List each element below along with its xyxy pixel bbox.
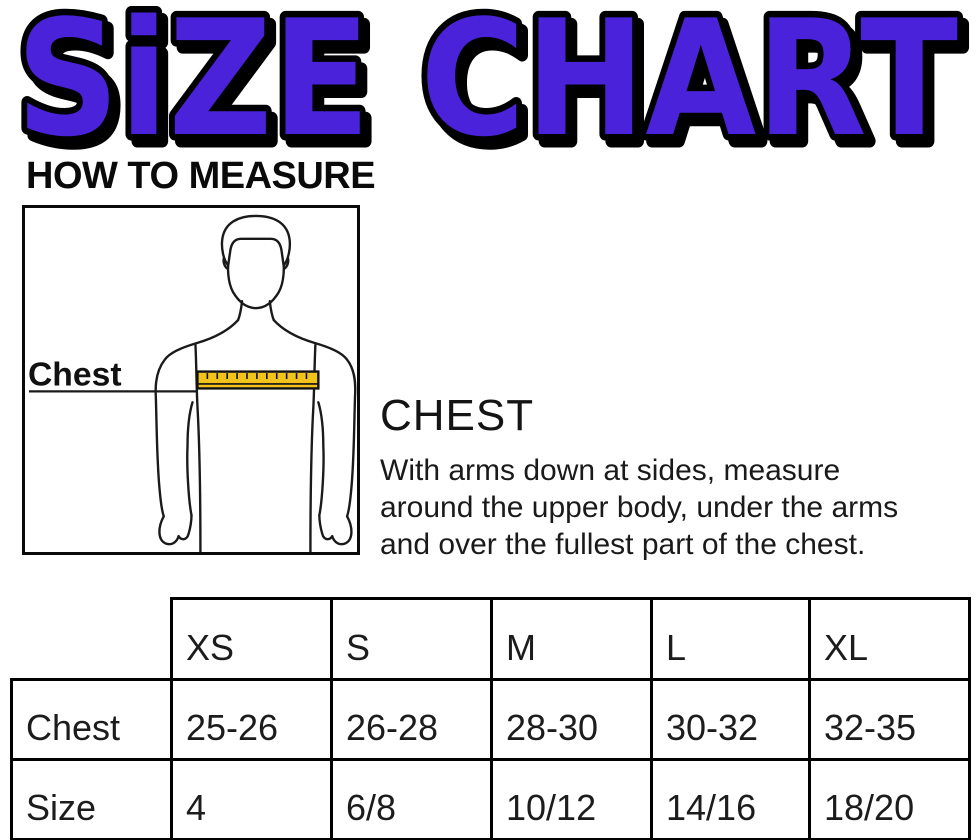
tape-band [196, 370, 320, 390]
size-column-header-xs: XS [170, 597, 333, 681]
size-value-m: 10/12 [490, 758, 653, 840]
row-label-chest: Chest [10, 678, 173, 761]
chest-section-heading: CHEST [380, 391, 535, 440]
how-to-measure-heading: HOW TO MEASURE [26, 155, 376, 197]
body-outline-illustration: Chest [28, 214, 357, 552]
chest-description: With arms down at sides, measure around … [380, 452, 978, 563]
page-title: SiZE CHART SiZE CHART [0, 0, 978, 158]
left-hand-outline [158, 514, 193, 546]
size-value-l: 14/16 [650, 758, 811, 840]
size-value-xl: 18/20 [808, 758, 971, 840]
right-torso-side [309, 343, 317, 552]
right-arm-outline [272, 318, 357, 518]
chest-value-xs: 25-26 [170, 678, 333, 761]
page-title-shadow: SiZE CHART [22, 0, 964, 158]
chest-description-line: around the upper body, under the arms [380, 491, 899, 524]
size-column-header-xl: XL [808, 597, 971, 681]
chest-value-xl: 32-35 [808, 678, 971, 761]
left-arm-outline [154, 318, 240, 518]
face-outline [226, 248, 285, 310]
size-table-corner-cell [12, 599, 172, 680]
size-table: XS S M L XL Chest 25-26 26-28 28-30 30-3… [10, 597, 971, 840]
chest-value-s: 26-28 [330, 678, 493, 761]
body-outline [154, 214, 357, 552]
measurement-figure-box: Chest [22, 205, 360, 555]
size-column-header-l: L [650, 597, 811, 681]
chest-instructions: CHEST With arms down at sides, measure a… [380, 392, 978, 563]
hair-outline [220, 214, 292, 267]
tape-tick-marks [206, 373, 308, 380]
figure-chest-label: Chest [28, 356, 122, 393]
size-column-header-s: S [330, 597, 493, 681]
row-label-size: Size [10, 758, 173, 840]
left-torso-side [194, 343, 202, 552]
title-art: SiZE CHART SiZE CHART [10, 0, 971, 158]
chest-row: Chest 25-26 26-28 28-30 30-32 32-35 [10, 678, 971, 761]
chest-value-m: 28-30 [490, 678, 653, 761]
page-title-text: SiZE CHART [16, 0, 958, 158]
left-inner-arm [186, 401, 194, 517]
size-value-s: 6/8 [330, 758, 493, 840]
neck-outline [236, 300, 244, 322]
chest-description-line: and over the fullest part of the chest. [380, 528, 866, 561]
right-inner-arm [317, 401, 325, 517]
size-column-header-m: M [490, 597, 653, 681]
chest-description-line: With arms down at sides, measure [380, 454, 841, 487]
chest-value-l: 30-32 [650, 678, 811, 761]
measuring-tape [196, 370, 320, 390]
size-row: Size 4 6/8 10/12 14/16 18/20 [10, 758, 971, 840]
neck-outline [268, 300, 275, 322]
size-table-header-row: XS S M L XL [12, 597, 971, 681]
size-value-xs: 4 [170, 758, 333, 840]
right-hand-outline [318, 514, 353, 546]
